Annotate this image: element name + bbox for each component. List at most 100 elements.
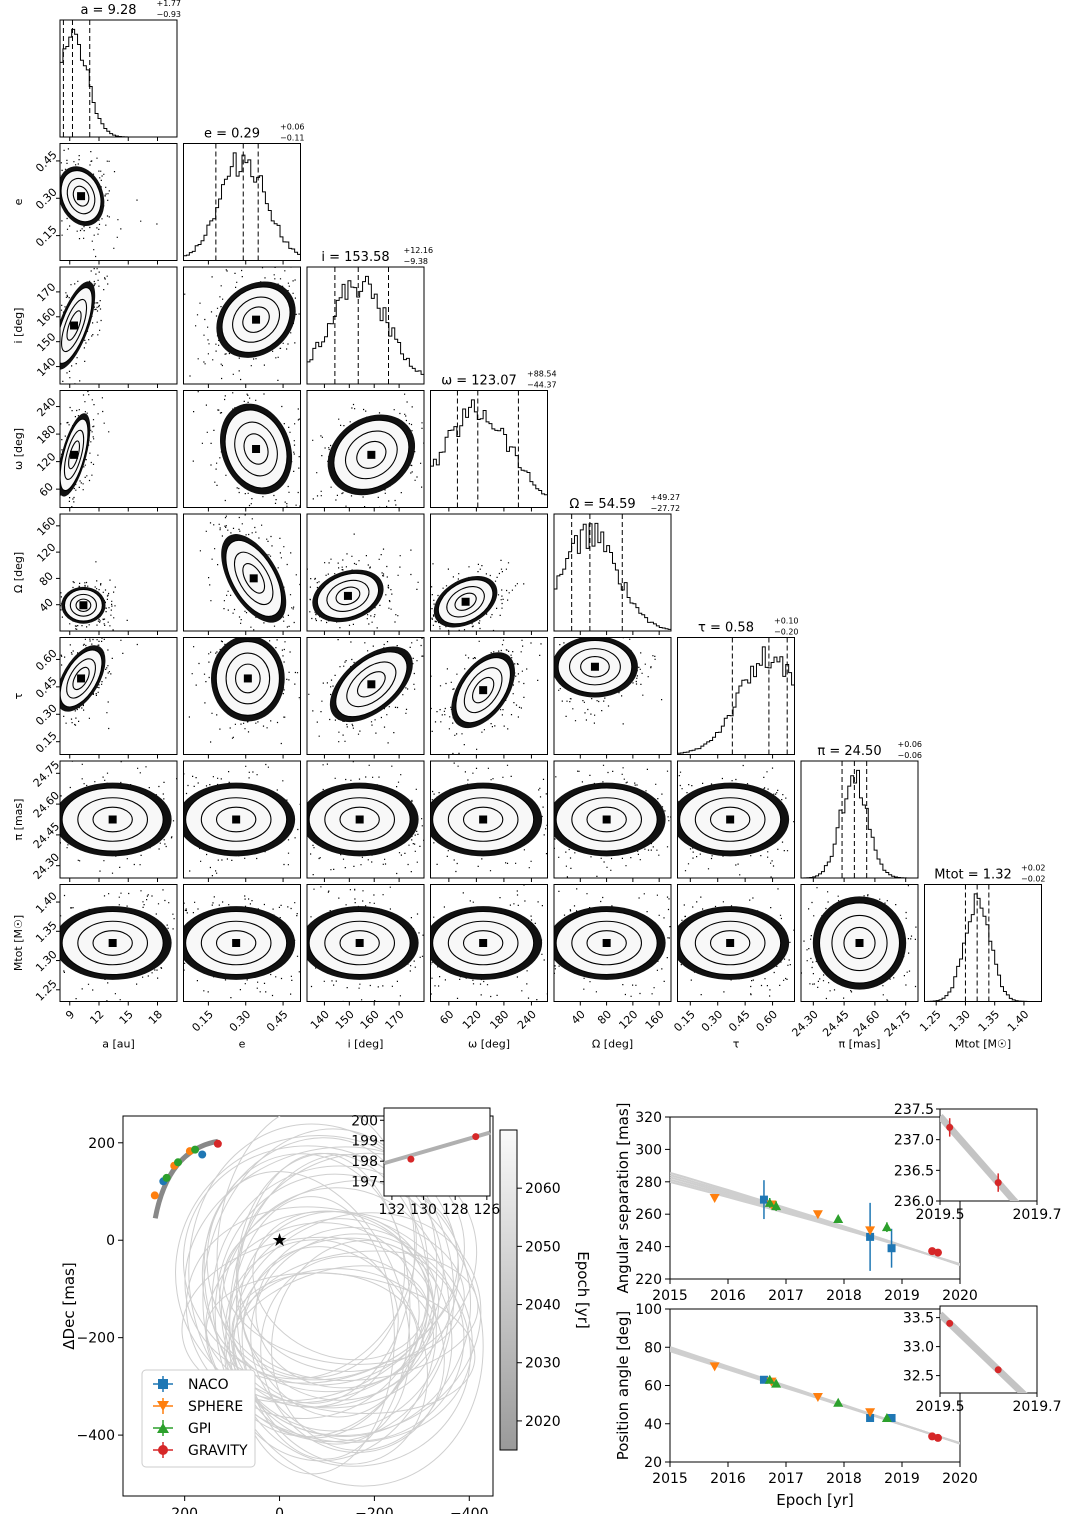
orbit-point-gpi-0: [162, 1173, 171, 1182]
xtick-label-m-0: 1.25: [917, 1008, 944, 1035]
sepplot-xtick-label-5: 2020: [942, 1288, 978, 1304]
xtick-label-a-2: 15: [117, 1008, 136, 1027]
paplot-inset-frame: [939, 1305, 1038, 1394]
contour-inner-6-2: [339, 806, 380, 833]
ylabel-i: i [deg]: [12, 308, 25, 344]
xtick-label-O-2: 120: [616, 1008, 640, 1032]
contour-mid-4-0: [69, 593, 98, 617]
corner-panel-t-m: 0.15 0.30 0.45 0.60 τ: [671, 884, 795, 1051]
density-peak-6-1: [232, 815, 241, 824]
paplot-point-GPI-1: [771, 1378, 782, 1388]
contour-mid-7-5: [694, 920, 766, 966]
corner-panel-e-w: [183, 390, 301, 512]
contour-outer-4-3: [437, 579, 494, 625]
contour-outer-3-1: [224, 409, 288, 489]
orbit-xtick-label-0: 200: [171, 1506, 198, 1514]
density-peak-5-2: [367, 680, 376, 689]
corner-panel-e-e: e = 0.29 +0.06 −0.11: [183, 123, 305, 265]
density-peak-4-0: [79, 601, 88, 610]
ytick-label-i-3: 170: [34, 281, 58, 305]
orbit-ylabel: ΔDec [mas]: [60, 1262, 78, 1349]
corner-panel-a-a: a = 9.28 +1.77 −0.93: [59, 0, 182, 141]
orbit-point-gravity-0: [213, 1139, 222, 1148]
sepplot-inset-ytick-label-2: 237.0: [894, 1133, 934, 1149]
contour-inner-2-1: [242, 306, 270, 333]
contour-inner-2-0: [66, 310, 82, 341]
xtick-label-i-1: 150: [333, 1008, 357, 1032]
sepplot-point-SPHERE-0: [709, 1194, 720, 1203]
paplot-point-SPHERE-0: [709, 1362, 720, 1372]
contour-mid-4-3: [446, 586, 485, 618]
xlabel-e: e: [239, 1038, 246, 1051]
contour-inner-7-5: [709, 930, 751, 956]
density-O-t: [554, 637, 663, 725]
orbit-inset-ytick-label-1: 198: [351, 1154, 378, 1170]
orbit-xtick-label-1: 0: [275, 1506, 284, 1514]
title-sub-w: −44.37: [527, 381, 557, 390]
density-t-p: [677, 764, 795, 878]
scatter-points-e-p: [183, 763, 301, 877]
axes-frame-w-m: [430, 884, 548, 1002]
axes-frame-e-w: [183, 390, 301, 508]
corner-panel-w-m: 60 120 180 240 ω [deg]: [430, 884, 548, 1051]
contour-mid-5-3: [463, 667, 503, 714]
corner-panel-w-t: [430, 637, 548, 759]
ytick-label-m-2: 1.35: [33, 919, 60, 946]
xtick-label-i-0: 140: [308, 1008, 332, 1032]
contour-inner-4-1: [242, 563, 266, 594]
title-sub-e: −0.11: [280, 134, 305, 143]
axes-frame-a-e: [59, 143, 178, 261]
title-i: i = 153.58: [321, 250, 389, 265]
corner-panel-e-O: [183, 513, 301, 635]
density-peak-1-0: [77, 192, 86, 201]
axes-frame-i-t: [306, 637, 425, 755]
axes-frame-t-m: [677, 884, 795, 1002]
contour-outer-6-3: [432, 787, 535, 852]
contour-inner-6-0: [92, 806, 133, 833]
title-sub-a: −0.93: [157, 10, 182, 19]
orbit-track-32: [182, 1145, 444, 1386]
title-sub-p: −0.06: [898, 751, 923, 760]
contour-outer-6-2: [308, 787, 411, 852]
contour-inner-3-2: [356, 440, 387, 469]
paplot-inset-xtick-label-0: 2019.5: [916, 1399, 965, 1415]
contour-outer-6-4: [555, 787, 658, 852]
density-peak-3-0: [70, 450, 79, 459]
contour-mid-2-0: [61, 298, 88, 353]
contour-inner-4-0: [75, 598, 92, 612]
density-p-m: [801, 885, 917, 1002]
axes-frame-a-w: [59, 390, 178, 508]
contour-mid-4-1: [233, 551, 274, 606]
paplot-inset-point-1: [994, 1366, 1002, 1374]
density-peak-7-2: [355, 939, 364, 947]
separation-plot: 2015 2016 2017 2018 2019 2020 220 240 260 280 300 3…: [614, 1102, 1062, 1304]
ytick-label-O-1: 80: [37, 570, 56, 589]
histogram-O: [553, 522, 672, 631]
ytick-label-e-2: 0.45: [33, 148, 60, 175]
orbit-ytick-label-3: −400: [77, 1428, 115, 1444]
legend-marker-2: [157, 1423, 169, 1433]
corner-panel-a-t: 0.150.300.450.60 τ: [12, 637, 178, 759]
title-sup-e: +0.06: [280, 123, 305, 132]
paplot-inset-band: [940, 1311, 1028, 1393]
density-a-t: [60, 637, 138, 730]
ytick-label-O-0: 40: [37, 596, 56, 615]
sepplot-ylabel: Angular separation [mas]: [614, 1102, 632, 1293]
paplot-inset-ytick-label-2: 33.5: [903, 1311, 934, 1327]
axes-frame-p-m: [800, 884, 919, 1002]
paplot-frame: [669, 1308, 961, 1463]
xlabel-m: Mtot [M☉]: [955, 1038, 1011, 1051]
axes-frame-a-m: [59, 884, 178, 1002]
paplot-xtick-label-2: 2017: [768, 1471, 804, 1487]
title-sup-m: +0.02: [1021, 864, 1046, 873]
ytick-label-e-0: 0.15: [33, 223, 60, 250]
corner-panel-w-w: ω = 123.07 +88.54 −44.37: [430, 370, 557, 512]
axes-frame-w-O: [430, 513, 548, 632]
ytick-label-p-0: 24.30: [31, 851, 62, 882]
contour-outer-6-1: [185, 787, 288, 852]
density-w-O: [431, 559, 525, 631]
legend-label-1: SPHERE: [188, 1399, 243, 1415]
xtick-label-O-1: 80: [595, 1008, 614, 1027]
paplot-ytick-label-4: 100: [635, 1302, 662, 1318]
